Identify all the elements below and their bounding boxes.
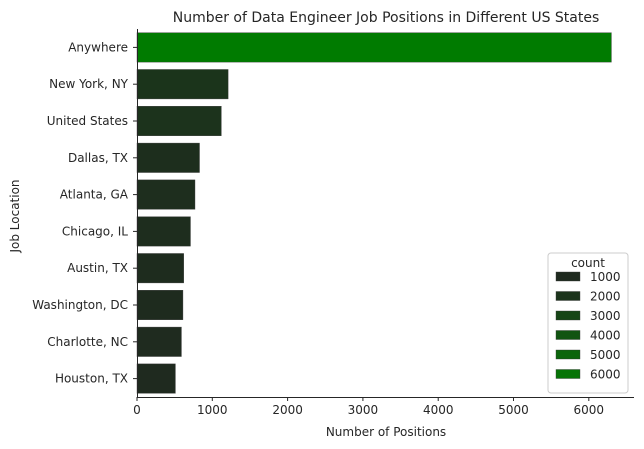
x-axis-label: Number of Positions [326, 425, 446, 439]
y-axis-label: Job Location [8, 179, 22, 253]
chart-title: Number of Data Engineer Job Positions in… [173, 10, 600, 26]
y-tick-label: Dallas, TX [68, 151, 128, 165]
y-tick-label: United States [47, 114, 128, 128]
y-tick-label: New York, NY [49, 77, 129, 91]
x-tick-label: 2000 [272, 403, 303, 417]
x-axis-ticks: 0 1000 2000 3000 4000 5000 6000 [133, 397, 604, 417]
legend-label: 5000 [590, 348, 621, 362]
bar [136, 32, 612, 63]
x-tick-label: 3000 [348, 403, 379, 417]
y-tick-label: Houston, TX [55, 372, 128, 386]
x-tick-label: 1000 [197, 403, 228, 417]
bar [136, 253, 184, 284]
x-tick-label: 5000 [498, 403, 529, 417]
y-axis-ticks: Anywhere New York, NY United States Dallas,… [32, 40, 137, 386]
legend-label: 4000 [590, 329, 621, 343]
bar [136, 142, 200, 173]
legend-swatch [555, 349, 581, 360]
bar [136, 216, 191, 247]
y-tick-label: Atlanta, GA [60, 188, 129, 202]
bar [136, 106, 222, 136]
y-tick-label: Washington, DC [32, 298, 128, 312]
bar [136, 179, 196, 210]
y-tick-label: Chicago, IL [62, 224, 128, 238]
legend-label: 3000 [590, 309, 621, 323]
legend-swatch [555, 271, 581, 282]
bars-group [136, 32, 612, 394]
y-tick-label: Anywhere [68, 40, 128, 54]
x-tick-label: 0 [133, 403, 141, 417]
legend-swatch [555, 291, 581, 301]
legend-title: count [571, 256, 605, 270]
legend-label: 6000 [590, 368, 621, 382]
legend-swatch [555, 369, 581, 379]
legend-label: 2000 [590, 290, 621, 304]
y-tick-label: Austin, TX [67, 261, 128, 275]
legend-swatch [555, 330, 581, 340]
y-tick-label: Charlotte, NC [47, 335, 128, 349]
bar [136, 69, 229, 100]
legend-swatch [555, 310, 581, 321]
legend-items: 1000 2000 3000 4000 5000 6000 [555, 270, 621, 382]
bar [136, 363, 176, 394]
x-tick-label: 4000 [423, 403, 454, 417]
x-tick-label: 6000 [574, 403, 605, 417]
legend: count 1000 2000 3000 4000 5000 6000 [547, 252, 629, 394]
legend-label: 1000 [590, 270, 621, 284]
bar [136, 290, 184, 320]
bar [136, 326, 182, 357]
